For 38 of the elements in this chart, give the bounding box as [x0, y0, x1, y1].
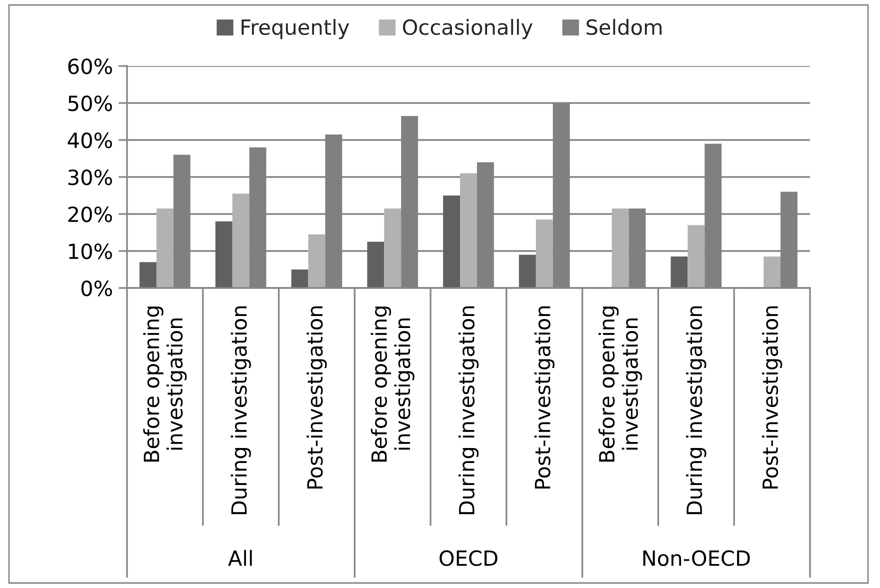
bar	[140, 262, 156, 288]
legend-label: Seldom	[586, 18, 662, 36]
bar	[215, 221, 232, 288]
x-tick-label: Post-investigation	[306, 306, 327, 489]
bar	[443, 196, 460, 288]
bar	[291, 270, 308, 288]
x-tick-label: Before opening investigation	[370, 306, 414, 462]
bar	[688, 225, 705, 288]
bar	[518, 254, 536, 288]
y-tick-label: 40%	[68, 132, 112, 148]
x-tick-label: During investigation	[686, 306, 706, 514]
bar	[156, 208, 174, 288]
text: OECD	[440, 550, 498, 566]
bar	[308, 234, 326, 288]
text: All	[228, 550, 252, 566]
legend-label: Occasionally	[402, 18, 533, 40]
bar	[384, 208, 402, 288]
bar	[670, 256, 688, 288]
y-tick-label: 60%	[68, 58, 112, 74]
bar	[232, 194, 250, 288]
bar	[612, 208, 629, 288]
y-tick-label: 30%	[68, 169, 112, 186]
bar	[764, 256, 781, 288]
bar	[367, 242, 384, 288]
x-tick-label: Before opening investigation	[598, 306, 642, 462]
y-tick-label: 0%	[81, 280, 112, 296]
y-tick-label: 50%	[68, 95, 112, 112]
x-tick-label: Post-investigation	[762, 306, 782, 489]
x-tick-label: During investigation	[230, 306, 251, 514]
bar	[536, 220, 553, 288]
x-tick-label: Before opening investigation	[143, 306, 187, 462]
y-tick-label: 10%	[69, 243, 112, 260]
x-tick-label: During investigation	[458, 306, 479, 514]
x-tick-label: Post-investigation	[534, 306, 554, 489]
text: Non-OECD	[643, 550, 750, 566]
legend-label: Frequently	[242, 18, 350, 40]
bar	[460, 173, 477, 288]
y-tick-label: 20%	[68, 206, 112, 222]
